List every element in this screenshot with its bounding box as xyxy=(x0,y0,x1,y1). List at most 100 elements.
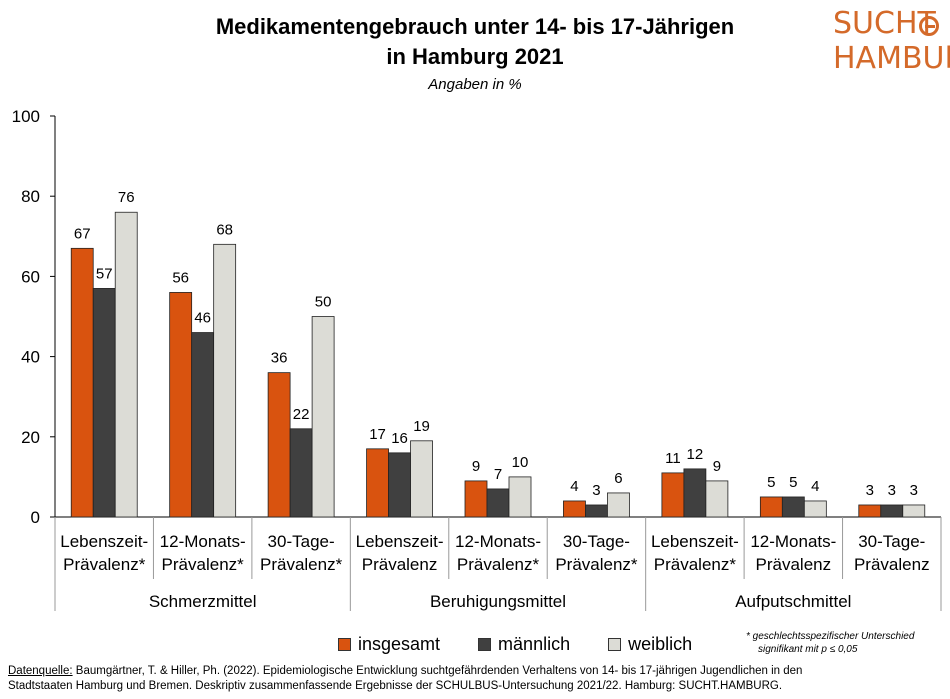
bar-insgesamt xyxy=(169,292,193,518)
data-label: 17 xyxy=(369,426,386,443)
category-label: Prävalenz* xyxy=(63,555,146,574)
y-tick-label: 40 xyxy=(21,348,40,367)
bar-insgesamt xyxy=(464,480,488,518)
data-label: 36 xyxy=(271,350,288,367)
bar-männlich xyxy=(683,468,707,518)
data-label: 11 xyxy=(665,450,681,467)
chart-title-line2: in Hamburg 2021 xyxy=(386,44,564,69)
category-label: 12-Monats- xyxy=(455,532,541,551)
category-label: Prävalenz xyxy=(854,555,930,574)
data-label: 9 xyxy=(472,458,480,475)
bar-insgesamt xyxy=(759,496,783,518)
data-label: 10 xyxy=(512,454,529,471)
data-label: 56 xyxy=(172,269,189,286)
bar-insgesamt xyxy=(267,372,291,518)
significance-footnote: * geschlechtsspezifischer Unterschied si… xyxy=(746,630,946,656)
category-label: Prävalenz xyxy=(362,555,438,574)
y-tick-label: 0 xyxy=(31,508,40,527)
data-label: 3 xyxy=(888,482,896,499)
group-label: Schmerzmittel xyxy=(149,592,257,611)
legend-label-insgesamt: insgesamt xyxy=(358,633,441,654)
data-label: 9 xyxy=(713,458,721,475)
source-label: Datenquelle: xyxy=(8,665,73,677)
bar-männlich xyxy=(191,332,215,518)
bar-weiblich xyxy=(508,476,532,518)
data-label: 3 xyxy=(866,482,874,499)
bar-männlich xyxy=(92,288,116,518)
data-label: 4 xyxy=(811,478,819,495)
data-label: 5 xyxy=(789,474,797,491)
category-label: Lebenszeit- xyxy=(60,532,148,551)
legend-label-weiblich: weiblich xyxy=(628,633,693,654)
bar-weiblich xyxy=(705,480,729,518)
chart-title-line1: Medikamentengebrauch unter 14- bis 17-Jä… xyxy=(215,14,735,39)
bar-chart: 020406080100675776Lebenszeit-Prävalenz*5… xyxy=(12,107,942,611)
data-label: 50 xyxy=(315,294,332,311)
category-label: Prävalenz* xyxy=(555,555,638,574)
bar-weiblich xyxy=(213,243,237,518)
bar-weiblich xyxy=(607,492,630,518)
data-label: 22 xyxy=(293,406,310,423)
group-label: Aufputschmittel xyxy=(735,592,851,611)
data-label: 19 xyxy=(413,418,430,435)
bar-männlich xyxy=(781,496,805,518)
category-label: Lebenszeit- xyxy=(651,532,739,551)
footnote-line2: signifikant mit p ≤ 0,05 xyxy=(758,644,858,655)
data-label: 4 xyxy=(570,478,578,495)
category-label: 30-Tage- xyxy=(563,532,630,551)
bar-insgesamt xyxy=(858,504,882,518)
bar-weiblich xyxy=(114,211,138,518)
legend-swatch-weiblich xyxy=(608,637,622,651)
bar-insgesamt xyxy=(70,247,94,518)
category-label: Prävalenz* xyxy=(260,555,343,574)
bar-männlich xyxy=(289,428,313,518)
data-source-note: Datenquelle: Baumgärtner, T. & Hiller, P… xyxy=(8,664,908,694)
y-tick-label: 100 xyxy=(12,107,40,126)
category-label: 12-Monats- xyxy=(160,532,246,551)
data-label: 3 xyxy=(592,482,600,499)
bar-weiblich xyxy=(902,504,926,518)
bar-insgesamt xyxy=(366,448,389,518)
data-label: 3 xyxy=(910,482,918,499)
data-label: 57 xyxy=(96,265,113,282)
footnote-line1: * geschlechtsspezifischer Unterschied xyxy=(746,631,915,642)
category-label: 30-Tage- xyxy=(268,532,335,551)
sucht-hamburg-logo: SUCHT HAMBURG xyxy=(833,6,950,76)
bar-männlich xyxy=(388,452,411,518)
bar-männlich xyxy=(585,504,608,518)
legend-label-maennlich: männlich xyxy=(498,633,571,654)
bar-männlich xyxy=(880,504,904,518)
bar-weiblich xyxy=(311,316,335,518)
data-label: 67 xyxy=(74,225,91,242)
data-label: 16 xyxy=(391,430,408,447)
data-label: 6 xyxy=(614,470,622,487)
data-label: 7 xyxy=(494,466,502,483)
bar-weiblich xyxy=(410,440,433,518)
legend-swatch-insgesamt xyxy=(338,637,351,651)
bar-männlich xyxy=(486,488,510,518)
data-label: 46 xyxy=(194,310,211,327)
group-label: Beruhigungsmittel xyxy=(430,592,566,611)
category-label: 30-Tage- xyxy=(858,532,925,551)
chart-subtitle: Angaben in % xyxy=(428,76,522,93)
legend-swatch-maennlich xyxy=(478,637,492,651)
category-label: Prävalenz* xyxy=(457,555,540,574)
category-label: 12-Monats- xyxy=(750,532,836,551)
data-label: 12 xyxy=(687,446,704,463)
bar-weiblich xyxy=(803,500,827,518)
category-label: Prävalenz xyxy=(756,555,832,574)
logo-line1: SUCHT xyxy=(833,6,936,41)
category-label: Prävalenz* xyxy=(162,555,245,574)
legend-item-maennlich: männlich xyxy=(478,634,570,655)
category-label: Prävalenz* xyxy=(654,555,737,574)
chart-legend: insgesamt männlich weiblich xyxy=(338,632,730,656)
category-label: Lebenszeit- xyxy=(356,532,444,551)
source-text-line1: Baumgärtner, T. & Hiller, Ph. (2022). Ep… xyxy=(72,665,803,677)
y-tick-label: 20 xyxy=(21,428,40,447)
legend-item-insgesamt: insgesamt xyxy=(338,634,440,655)
data-label: 76 xyxy=(118,189,135,206)
logo-line2: HAMBURG xyxy=(833,41,950,76)
legend-item-weiblich: weiblich xyxy=(608,634,692,655)
source-text-line2: Stadtstaaten Hamburg und Bremen. Deskrip… xyxy=(8,680,783,692)
y-tick-label: 60 xyxy=(21,267,40,286)
